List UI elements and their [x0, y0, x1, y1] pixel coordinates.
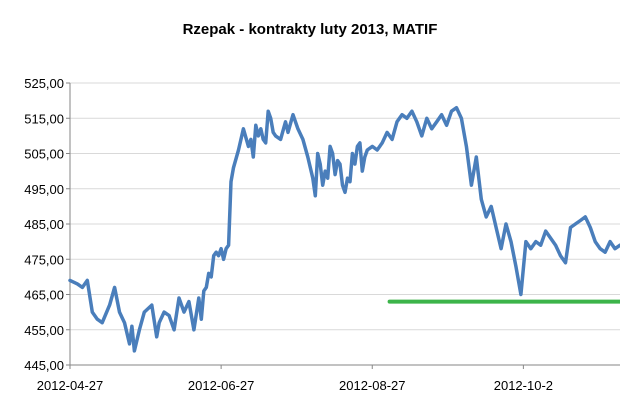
y-tick-label: 465,00 — [24, 288, 64, 303]
y-axis-ticks: 525,00 515,00 505,00 495,00 485,00 475,00 465,… — [24, 76, 64, 373]
y-tick-label: 525,00 — [24, 76, 64, 91]
gridlines — [70, 82, 620, 331]
y-tick-label: 485,00 — [24, 217, 64, 232]
y-tick-label: 475,00 — [24, 252, 64, 267]
price-series-line — [68, 105, 620, 353]
x-tick-label: 2012-06-27 — [188, 378, 255, 393]
y-tick-label: 515,00 — [24, 111, 64, 126]
x-tick-label: 2012-10-2 — [494, 378, 553, 393]
y-tick-label: 445,00 — [24, 358, 64, 373]
series-lines — [68, 105, 620, 353]
y-tick-label: 495,00 — [24, 182, 64, 197]
chart-title: Rzepak - kontrakty luty 2013, MATIF — [183, 21, 438, 38]
x-axis-ticks: 2012-04-27 2012-06-27 2012-08-27 2012-10-2 — [37, 378, 553, 393]
x-tick-label: 2012-04-27 — [37, 378, 104, 393]
y-tick-label: 505,00 — [24, 147, 64, 162]
axes — [66, 82, 620, 369]
x-tick-label: 2012-08-27 — [339, 378, 406, 393]
y-tick-label: 455,00 — [24, 323, 64, 338]
